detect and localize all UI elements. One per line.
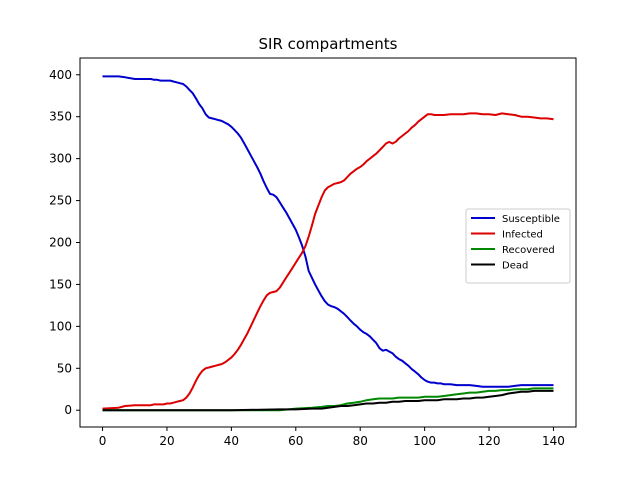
y-tick-label: 300: [49, 152, 72, 166]
y-tick-label: 150: [49, 277, 72, 291]
y-tick-label: 200: [49, 236, 72, 250]
x-tick-label: 120: [478, 434, 501, 448]
x-tick-label: 20: [159, 434, 174, 448]
legend-label-dead: Dead: [502, 261, 528, 272]
legend-label-infected: Infected: [502, 230, 543, 241]
x-tick-label: 40: [224, 434, 239, 448]
legend-label-susceptible: Susceptible: [502, 214, 560, 225]
series-line-susceptible: [102, 75, 554, 388]
y-tick-label: 250: [49, 194, 72, 208]
y-tick-label: 350: [49, 110, 72, 124]
plot-lines: [102, 75, 554, 412]
y-tick-label: 400: [49, 68, 72, 82]
x-tick-label: 80: [353, 434, 368, 448]
series-line-dead: [102, 389, 554, 412]
series-line-infected: [102, 112, 554, 410]
chart-title: SIR compartments: [259, 35, 398, 53]
y-tick-label: 100: [49, 319, 72, 333]
series-line-recovered: [102, 387, 554, 412]
y-tick-label: 0: [64, 403, 72, 417]
y-axis-ticks: 0 50 100 150 200 250 300 350 400: [49, 68, 80, 417]
x-tick-label: 60: [288, 434, 303, 448]
x-tick-label: 100: [413, 434, 436, 448]
x-tick-label: 140: [542, 434, 565, 448]
x-axis-ticks: 0 20 40 60 80 100 120 140: [99, 427, 565, 448]
legend: Susceptible Infected Recovered Dead: [465, 208, 571, 284]
legend-label-recovered: Recovered: [502, 245, 555, 256]
x-tick-label: 0: [99, 434, 107, 448]
y-tick-label: 50: [57, 361, 72, 375]
